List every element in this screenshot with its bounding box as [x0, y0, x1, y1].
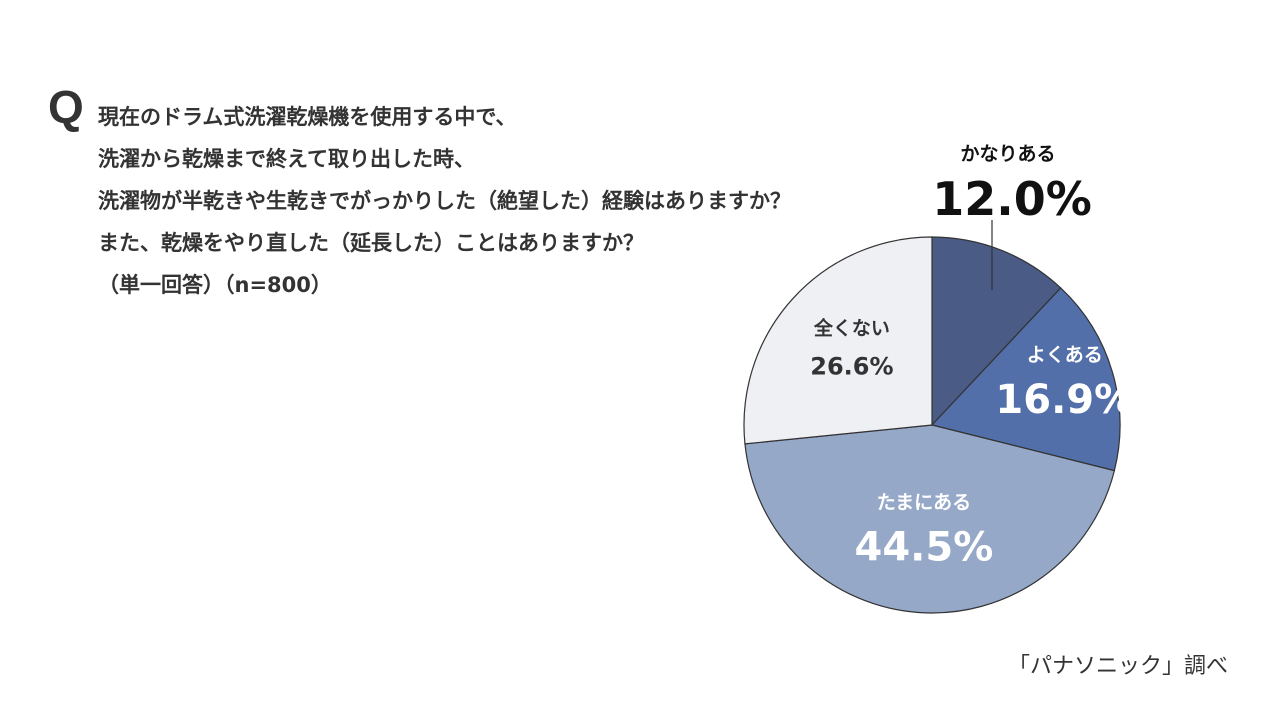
- pie-slice-yoku-aru: [930, 287, 1121, 472]
- slice-value-yoku-aru: 16.9%: [995, 377, 1134, 423]
- question-line: 現在のドラム式洗濯乾燥機を使用する中で、: [98, 105, 517, 129]
- question-text: 現在のドラム式洗濯乾燥機を使用する中で、 洗濯から乾燥まで終えて取り出した時、 …: [98, 96, 918, 306]
- slice-label-yoku-aru: よくある: [1027, 344, 1103, 366]
- slice-label-mattaku-nai: 全くない: [813, 317, 890, 340]
- slice-label-kanari-aru: かなりある: [960, 143, 1055, 165]
- slice-value-mattaku-nai: 26.6%: [810, 353, 893, 381]
- question-mark: Q: [48, 81, 84, 133]
- question-line: また、乾燥をやり直した（延長した）ことはありますか？: [98, 231, 644, 255]
- pie-slice-kanari-aru: [931, 236, 1062, 427]
- pie-slice-mattaku-nai: [743, 236, 933, 445]
- question-line: 洗濯から乾燥まで終えて取り出した時、: [98, 147, 475, 171]
- source-credit: 「パナソニック」調べ: [1007, 654, 1228, 679]
- question-line: 洗濯物が半乾きや生乾きでがっかりした（絶望した）経験はありますか？: [98, 189, 791, 213]
- slice-value-kanari-aru: 12.0%: [932, 172, 1092, 226]
- pie-slice-tamani-aru: [744, 424, 1116, 614]
- slice-label-tamani-aru: たまにある: [877, 492, 971, 514]
- slice-value-tamani-aru: 44.5%: [855, 525, 994, 571]
- question-note: （単一回答）（n=800）: [98, 273, 332, 297]
